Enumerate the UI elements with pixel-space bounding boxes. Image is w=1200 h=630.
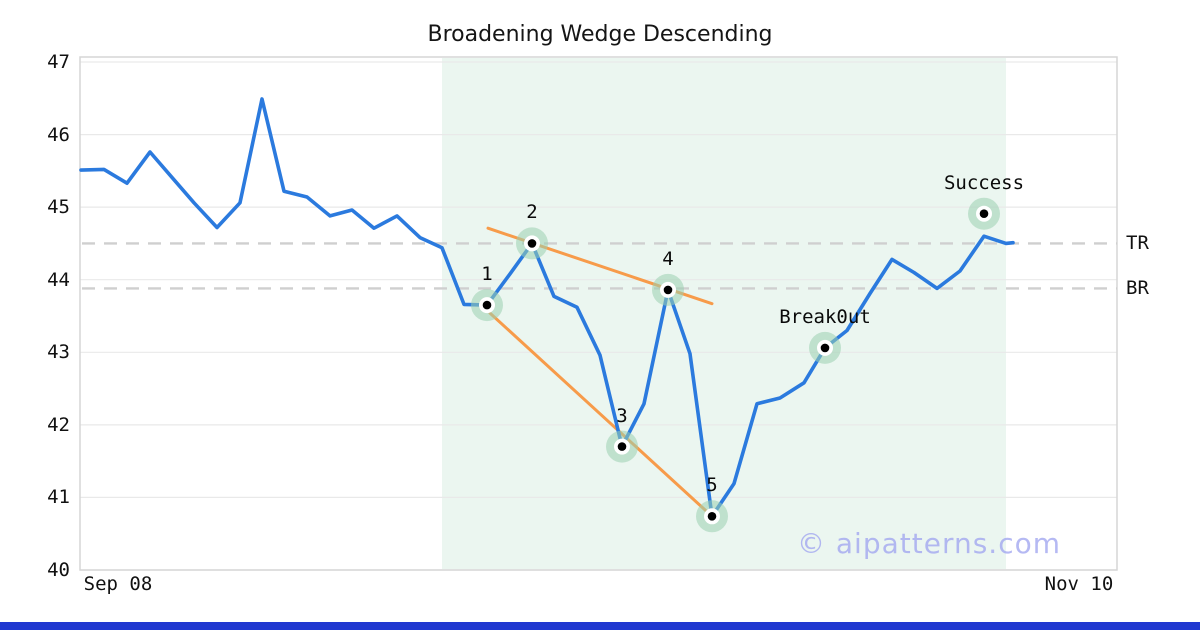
- x-tick-label-right: Nov 10: [1044, 573, 1114, 595]
- y-tick-label: 40: [47, 559, 70, 581]
- plot-border: [79, 56, 1118, 571]
- point-label-5: 5: [706, 474, 718, 496]
- chart-title: Broadening Wedge Descending: [427, 22, 773, 47]
- marker-dot: [663, 285, 673, 295]
- point-label-4: 4: [662, 248, 674, 270]
- marker-dot: [820, 343, 830, 353]
- level-label-tr: TR: [1126, 232, 1149, 254]
- y-tick-label: 43: [47, 341, 70, 363]
- y-tick-label: 46: [47, 124, 70, 146]
- bottom-bar: [0, 622, 1200, 630]
- watermark: © aipatterns.com: [797, 527, 1062, 560]
- marker-dot: [482, 300, 492, 310]
- pattern-highlight-region: [442, 58, 1006, 569]
- x-tick-label-left: Sep 08: [83, 573, 153, 595]
- level-label-br: BR: [1126, 277, 1149, 299]
- y-tick-label: 44: [47, 269, 70, 291]
- point-label-1: 1: [481, 263, 493, 285]
- y-tick-label: 42: [47, 414, 70, 436]
- marker-dot: [527, 239, 537, 248]
- point-label-success: Success: [943, 172, 1025, 194]
- y-tick-label: 41: [47, 486, 70, 508]
- y-tick-label: 47: [47, 51, 70, 73]
- marker-dot: [979, 209, 989, 218]
- point-label-2: 2: [526, 201, 538, 223]
- point-label-3: 3: [616, 405, 628, 427]
- y-tick-label: 45: [47, 196, 70, 218]
- trendline-lower-support: [488, 311, 714, 518]
- marker-dot: [617, 442, 627, 451]
- marker-dot: [707, 512, 717, 521]
- point-label-break0ut: Break0ut: [779, 306, 871, 328]
- price-line: [79, 97, 1015, 519]
